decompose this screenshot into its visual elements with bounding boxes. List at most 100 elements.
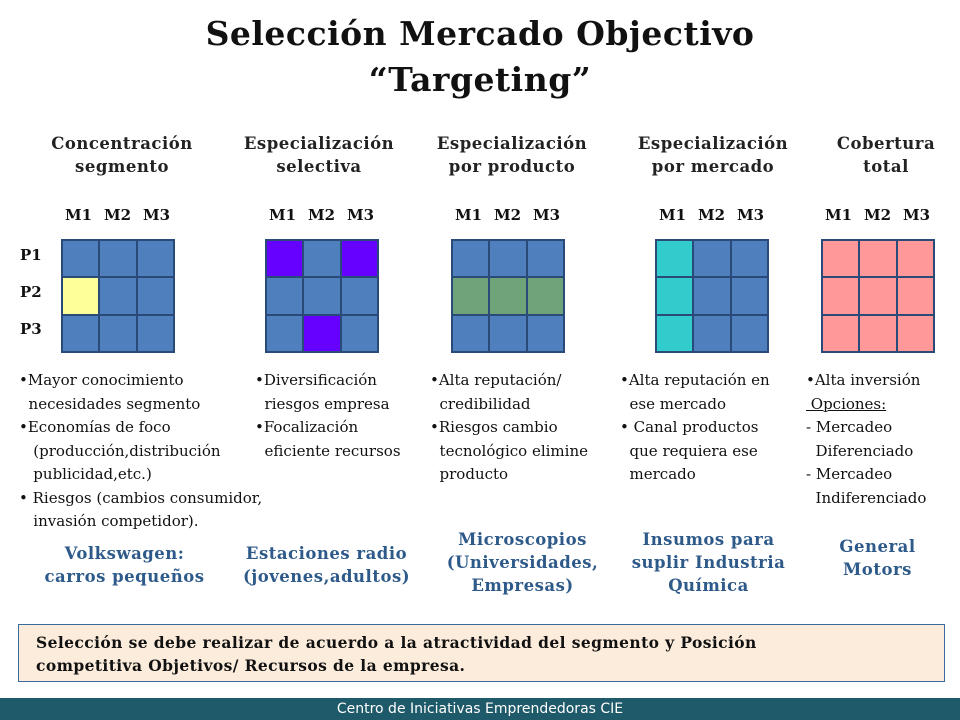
market-label: M1 [454, 206, 483, 224]
grid-cell-p1-m1 [62, 240, 100, 278]
bullets-concentracion: •Mayor conocimiento necesidades segmento… [19, 369, 262, 534]
bullet-line: ese mercado [620, 394, 727, 413]
market-label: M3 [532, 206, 561, 224]
product-label-p2: P2 [20, 283, 42, 301]
example-line: carros pequeños [44, 567, 205, 586]
bullet-line: que requiera ese [620, 441, 758, 460]
grid-cell-p3-m3 [136, 314, 174, 352]
grid-cell-p3-m2 [99, 314, 137, 352]
grid-cell-p2-m2 [489, 277, 527, 315]
bullet-line: riesgos empresa [255, 394, 390, 413]
bullet-line: • Riesgos (cambios consumidor, [19, 488, 263, 507]
grid-cell-p2-m3 [896, 277, 934, 315]
example-selectiva: Estaciones radio (jovenes,adultos) [229, 542, 424, 588]
bullet-line: necesidades segmento [19, 394, 201, 413]
bullet-line: - Mercadeo [806, 418, 893, 436]
market-labels: M1 M2 M3 [449, 206, 566, 224]
example-line: Estaciones radio [245, 544, 408, 563]
market-labels: M1 M2 M3 [653, 206, 770, 224]
market-label: M1 [658, 206, 687, 224]
market-product-grid-selectiva [265, 239, 379, 353]
bullet-line: •Alta reputación en [620, 371, 770, 389]
footer-bar: Centro de Iniciativas Emprendedoras CIE [0, 698, 960, 720]
heading-line: por mercado [651, 157, 775, 176]
grid-cell-p1-m1 [822, 240, 860, 278]
grid-cell-p3-m2 [303, 314, 341, 352]
bullets-producto: •Alta reputación/ credibilidad •Riesgos … [430, 369, 588, 487]
market-label: M1 [64, 206, 93, 224]
market-label: M2 [697, 206, 726, 224]
example-line: (jovenes,adultos) [242, 567, 411, 586]
bullet-line: tecnológico elimine [430, 441, 588, 460]
slide-title: Selección Mercado Objectivo [205, 14, 755, 53]
bullet-line: Opciones: [806, 394, 887, 413]
market-label: M2 [493, 206, 522, 224]
bullets-selectiva: •Diversificación riesgos empresa •Focali… [255, 369, 401, 463]
grid-cell-p1-m3 [136, 240, 174, 278]
market-label: M2 [103, 206, 132, 224]
bullet-line: credibilidad [430, 394, 531, 413]
grid-cell-p1-m1 [266, 240, 304, 278]
grid-cell-p3-m1 [822, 314, 860, 352]
bullet-line: •Diversificación [255, 371, 377, 389]
slide-subtitle: “Targeting” [368, 60, 592, 99]
bullets-cobertura: •Alta inversión Opciones: - Mercadeo Dif… [806, 369, 926, 510]
example-cobertura: General Motors [790, 535, 960, 581]
grid-cell-p2-m2 [693, 277, 731, 315]
market-product-grid-cobertura [821, 239, 935, 353]
market-product-grid-concentracion [61, 239, 175, 353]
bullet-line: publicidad,etc.) [19, 465, 152, 483]
grid-cell-p3-m2 [693, 314, 731, 352]
grid-cell-p3-m3 [896, 314, 934, 352]
bullet-line: Indiferenciado [806, 488, 927, 507]
market-label: M2 [307, 206, 336, 224]
column-heading-producto: Especialización por producto [417, 132, 607, 178]
example-line: Microscopios [458, 530, 587, 549]
heading-line: Cobertura [836, 134, 936, 153]
example-concentracion: Volkswagen: carros pequeños [27, 542, 222, 588]
conclusion-line: Selección se debe realizar de acuerdo a … [36, 633, 757, 652]
market-label: M3 [142, 206, 171, 224]
example-line: Empresas) [471, 576, 574, 595]
example-line: suplir Industria [631, 553, 786, 572]
heading-line: selectiva [276, 157, 362, 176]
grid-cell-p2-m3 [730, 277, 768, 315]
bullet-line: •Mayor conocimiento [19, 371, 184, 389]
grid-cell-p3-m1 [266, 314, 304, 352]
conclusion-box: Selección se debe realizar de acuerdo a … [18, 624, 945, 682]
grid-cell-p3-m1 [62, 314, 100, 352]
grid-cell-p2-m1 [452, 277, 490, 315]
heading-line: total [863, 157, 909, 176]
grid-cell-p1-m3 [526, 240, 564, 278]
bullet-line: mercado [620, 465, 696, 483]
grid-cell-p3-m1 [656, 314, 694, 352]
grid-cell-p1-m2 [693, 240, 731, 278]
bullet-line: (producción,distribución [19, 441, 221, 460]
example-line: Insumos para [642, 530, 775, 549]
conclusion-line: competitiva Objetivos/ Recursos de la em… [36, 656, 466, 675]
heading-line: Concentración [51, 134, 193, 153]
column-heading-concentracion: Concentración segmento [27, 132, 217, 178]
grid-cell-p2-m1 [822, 277, 860, 315]
column-heading-mercado: Especialización por mercado [618, 132, 808, 178]
market-label: M3 [346, 206, 375, 224]
market-labels: M1 M2 M3 [59, 206, 176, 224]
heading-line: segmento [75, 157, 169, 176]
market-product-grid-producto [451, 239, 565, 353]
bullet-line: Diferenciado [806, 441, 914, 460]
heading-line: Especialización [243, 134, 395, 153]
grid-cell-p2-m3 [526, 277, 564, 315]
grid-cell-p1-m2 [99, 240, 137, 278]
bullet-line: • Canal productos [620, 418, 759, 436]
bullet-line: producto [430, 465, 509, 483]
grid-cell-p3-m3 [526, 314, 564, 352]
grid-cell-p1-m1 [452, 240, 490, 278]
grid-cell-p3-m3 [340, 314, 378, 352]
bullet-line: •Economías de foco [19, 418, 171, 436]
example-line: General [839, 537, 916, 556]
grid-cell-p1-m2 [303, 240, 341, 278]
market-labels: M1 M2 M3 [819, 206, 936, 224]
grid-cell-p2-m1 [62, 277, 100, 315]
market-label: M1 [268, 206, 297, 224]
heading-line: por producto [448, 157, 576, 176]
